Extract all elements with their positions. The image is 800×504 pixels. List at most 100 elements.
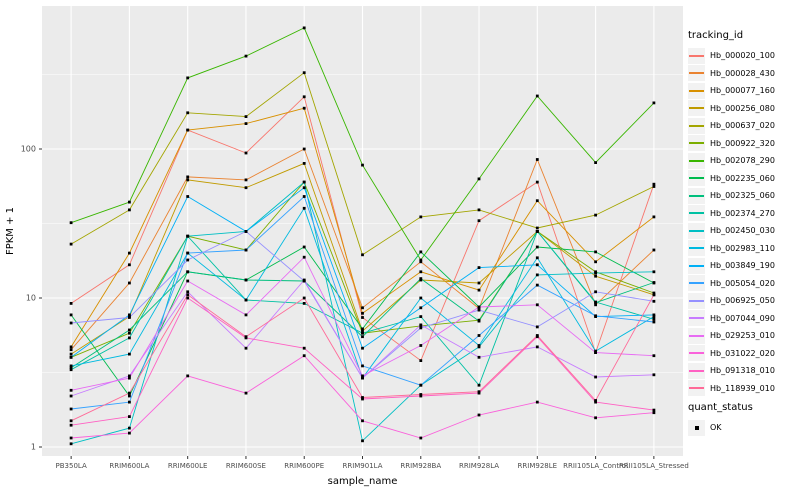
legend-item: Hb_000637_020: [688, 117, 798, 135]
legend-item-label: Hb_000256_080: [710, 103, 775, 113]
legend-key-line-icon: [689, 72, 704, 75]
legend-item: Hb_000922_320: [688, 135, 798, 153]
legend-item: Hb_003849_190: [688, 257, 798, 275]
legend-item: Hb_002374_270: [688, 205, 798, 223]
legend-item: Hb_091318_010: [688, 362, 798, 380]
legend-item-label: Hb_002235_060: [710, 173, 775, 183]
legend-key-line-icon: [689, 142, 704, 145]
legend-key: [688, 380, 705, 397]
legend-item: Hb_002325_060: [688, 187, 798, 205]
legend-key: [688, 292, 705, 309]
svg-text:RRIM901LA: RRIM901LA: [342, 462, 382, 470]
svg-text:RRII105LA_Stressed: RRII105LA_Stressed: [619, 462, 689, 470]
point-square-icon: [694, 425, 699, 430]
legend-key: [688, 419, 705, 436]
legend2-title: quant_status: [688, 402, 753, 413]
legend-key: [688, 240, 705, 257]
svg-text:RRIM928LA: RRIM928LA: [459, 462, 499, 470]
axis-ticks: [39, 148, 655, 459]
legend-key-line-icon: [689, 264, 704, 267]
legend-item-label: Hb_003849_190: [710, 261, 775, 271]
legend-item-label: OK: [710, 423, 722, 433]
data-points: [69, 26, 656, 446]
legend-key: [688, 187, 705, 204]
legend-item-label: Hb_006925_050: [710, 296, 775, 306]
legend-key-line-icon: [689, 177, 704, 180]
legend-key-line-icon: [689, 352, 704, 355]
legend-key-line-icon: [689, 299, 704, 302]
legend-key: [688, 275, 705, 292]
legend-item-label: Hb_002374_270: [710, 208, 775, 218]
legend-item: Hb_002983_110: [688, 240, 798, 258]
legend-key-line-icon: [689, 334, 704, 337]
legend-key-line-icon: [689, 229, 704, 232]
legend-item: Hb_000256_080: [688, 100, 798, 118]
legend-item-label: Hb_091318_010: [710, 366, 775, 376]
legend-key-line-icon: [689, 317, 704, 320]
legend-item-label: Hb_002078_290: [710, 156, 775, 166]
svg-text:RRIM600SE: RRIM600SE: [226, 462, 266, 470]
legend-key-line-icon: [689, 107, 704, 110]
legend-item: Hb_000028_430: [688, 65, 798, 83]
svg-text:RRIM600LE: RRIM600LE: [168, 462, 208, 470]
legend-key: [688, 170, 705, 187]
legend-item: Hb_006925_050: [688, 292, 798, 310]
x-axis-title: sample_name: [328, 476, 398, 487]
legend-key-line-icon: [689, 159, 704, 162]
legend-key-line-icon: [689, 282, 704, 285]
svg-text:10: 10: [26, 294, 36, 303]
legend-key-line-icon: [689, 54, 704, 57]
legend-item-label: Hb_002983_110: [710, 243, 775, 253]
legend-item: Hb_002450_030: [688, 222, 798, 240]
legend-item: Hb_000077_160: [688, 82, 798, 100]
legend-key-line-icon: [689, 124, 704, 127]
legend-key: [688, 47, 705, 64]
legend-item-label: Hb_000028_430: [710, 68, 775, 78]
legend-item: Hb_029253_010: [688, 327, 798, 345]
svg-text:RRIM928BA: RRIM928BA: [400, 462, 441, 470]
legend-key-line-icon: [689, 212, 704, 215]
legend-item-label: Hb_000077_160: [710, 86, 775, 96]
legend-entries: Hb_000020_100 Hb_000028_430 Hb_000077_160 H…: [688, 47, 798, 397]
y-axis-tick-labels: 1 10 100: [21, 145, 36, 452]
legend-item-label: Hb_005054_020: [710, 278, 775, 288]
legend-item: Hb_118939_010: [688, 380, 798, 398]
y-axis-title: FPKM + 1: [5, 207, 16, 255]
legend-item: Hb_007044_090: [688, 310, 798, 328]
legend-item: Hb_031022_020: [688, 345, 798, 363]
legend-key-line-icon: [689, 369, 704, 372]
legend-quant-status: quant_status OK: [688, 402, 798, 437]
legend-tracking-id: tracking_id Hb_000020_100 Hb_000028_430 Hb…: [688, 30, 798, 397]
legend-item-label: Hb_118939_010: [710, 383, 775, 393]
legend-item-label: Hb_031022_020: [710, 348, 775, 358]
legend-item-label: Hb_000637_020: [710, 121, 775, 131]
legend-item: Hb_002235_060: [688, 170, 798, 188]
legend-item: Hb_005054_020: [688, 275, 798, 293]
svg-text:PB350LA: PB350LA: [56, 462, 87, 470]
svg-text:100: 100: [21, 145, 36, 154]
legend-item-label: Hb_000020_100: [710, 51, 775, 61]
legend-key-line-icon: [689, 387, 704, 390]
svg-text:RRIM600PE: RRIM600PE: [284, 462, 324, 470]
legend-item-ok: OK: [688, 419, 798, 437]
legend-key: [688, 65, 705, 82]
legend-key: [688, 135, 705, 152]
svg-text:1: 1: [31, 443, 36, 452]
legend-key: [688, 117, 705, 134]
legend-key-line-icon: [689, 89, 704, 92]
legend-item-label: Hb_007044_090: [710, 313, 775, 323]
svg-text:RRII105LA_Control: RRII105LA_Control: [563, 462, 628, 470]
x-axis-tick-labels: PB350LA RRIM600LA RRIM600LE RRIM600SE RRIM60…: [56, 462, 689, 470]
legend-key: [688, 327, 705, 344]
legend-item-label: Hb_000922_320: [710, 138, 775, 148]
legend-key-line-icon: [689, 194, 704, 197]
legend-key: [688, 222, 705, 239]
legend-item-label: Hb_002450_030: [710, 226, 775, 236]
legend-key: [688, 100, 705, 117]
legend-key: [688, 152, 705, 169]
svg-text:RRIM928LE: RRIM928LE: [518, 462, 558, 470]
legend-item-label: Hb_002325_060: [710, 191, 775, 201]
legend-key: [688, 362, 705, 379]
